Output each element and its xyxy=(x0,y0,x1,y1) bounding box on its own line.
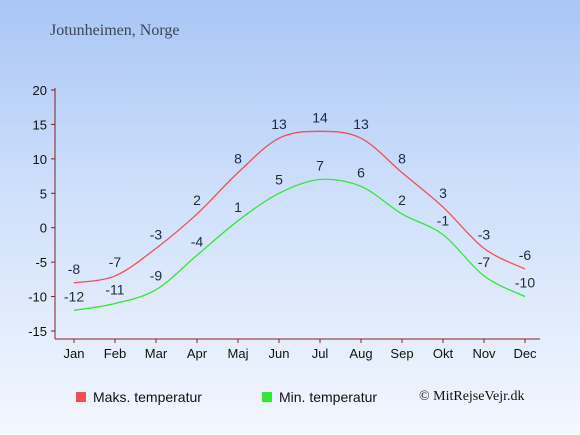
y-tick-label: 15 xyxy=(33,117,47,132)
x-tick-label: Mar xyxy=(145,346,168,361)
x-tick-label: Feb xyxy=(104,346,126,361)
x-tick-label: Maj xyxy=(228,346,249,361)
data-label-max: 14 xyxy=(312,109,328,125)
data-label-max: -3 xyxy=(150,226,163,242)
legend-swatch-max xyxy=(76,392,86,402)
data-label-max: 8 xyxy=(398,151,406,167)
x-tick-label: Jan xyxy=(64,346,85,361)
data-label-max: -7 xyxy=(109,254,122,270)
x-tick-label: Aug xyxy=(349,346,372,361)
data-labels: -8 -7 -3 2 8 13 14 13 8 3 -3 -6 -12 -11 -9 -4 1 5 7 6 2 -1 -7 -… xyxy=(64,109,535,304)
data-label-min: -10 xyxy=(515,275,535,291)
data-label-min: 2 xyxy=(398,192,406,208)
x-tick-label: Jun xyxy=(269,346,290,361)
y-tick-label: 0 xyxy=(40,221,47,236)
y-tick-label: -10 xyxy=(28,290,47,305)
y-tick-label: -5 xyxy=(35,255,47,270)
data-label-min: -11 xyxy=(105,281,124,297)
x-tick-label: Dec xyxy=(513,346,537,361)
data-label-max: -6 xyxy=(519,247,532,263)
y-tick-label: 20 xyxy=(33,83,47,98)
copyright-text: © MitRejseVejr.dk xyxy=(419,389,525,404)
x-tick-label: Apr xyxy=(187,346,208,361)
data-label-max: -8 xyxy=(68,261,81,277)
x-tick-label: Sep xyxy=(390,346,413,361)
legend-item-max: Maks. temperatur xyxy=(76,389,202,405)
data-label-max: 13 xyxy=(271,116,287,132)
y-tick-label: 10 xyxy=(33,152,47,167)
legend-swatch-min xyxy=(262,392,272,402)
legend-label-min: Min. temperatur xyxy=(279,389,378,405)
data-label-max: 3 xyxy=(439,185,447,201)
series-line-max xyxy=(73,130,526,284)
chart-title: Jotunheimen, Norge xyxy=(50,22,180,39)
data-label-min: 5 xyxy=(275,171,283,187)
data-label-min: -1 xyxy=(437,213,450,229)
data-label-min: -12 xyxy=(64,288,84,304)
data-label-max: 13 xyxy=(353,116,369,132)
data-label-min: 6 xyxy=(357,164,365,180)
data-label-min: -7 xyxy=(478,254,491,270)
series-lines xyxy=(73,130,526,311)
data-label-max: -3 xyxy=(478,226,491,242)
x-tick-label: Okt xyxy=(433,346,454,361)
data-label-max: 2 xyxy=(193,192,201,208)
x-tick-label: Nov xyxy=(472,346,496,361)
data-label-min: 1 xyxy=(234,199,242,215)
series-line-min xyxy=(73,178,526,311)
y-tick-label: 5 xyxy=(40,186,47,201)
x-tick-label: Jul xyxy=(312,346,329,361)
data-label-min: -9 xyxy=(150,268,163,284)
legend-item-min: Min. temperatur xyxy=(262,389,377,405)
data-label-min: -4 xyxy=(191,233,204,249)
legend-label-max: Maks. temperatur xyxy=(93,389,202,405)
y-tick-label: -15 xyxy=(28,324,47,339)
data-label-max: 8 xyxy=(234,151,242,167)
data-label-min: 7 xyxy=(316,158,324,174)
